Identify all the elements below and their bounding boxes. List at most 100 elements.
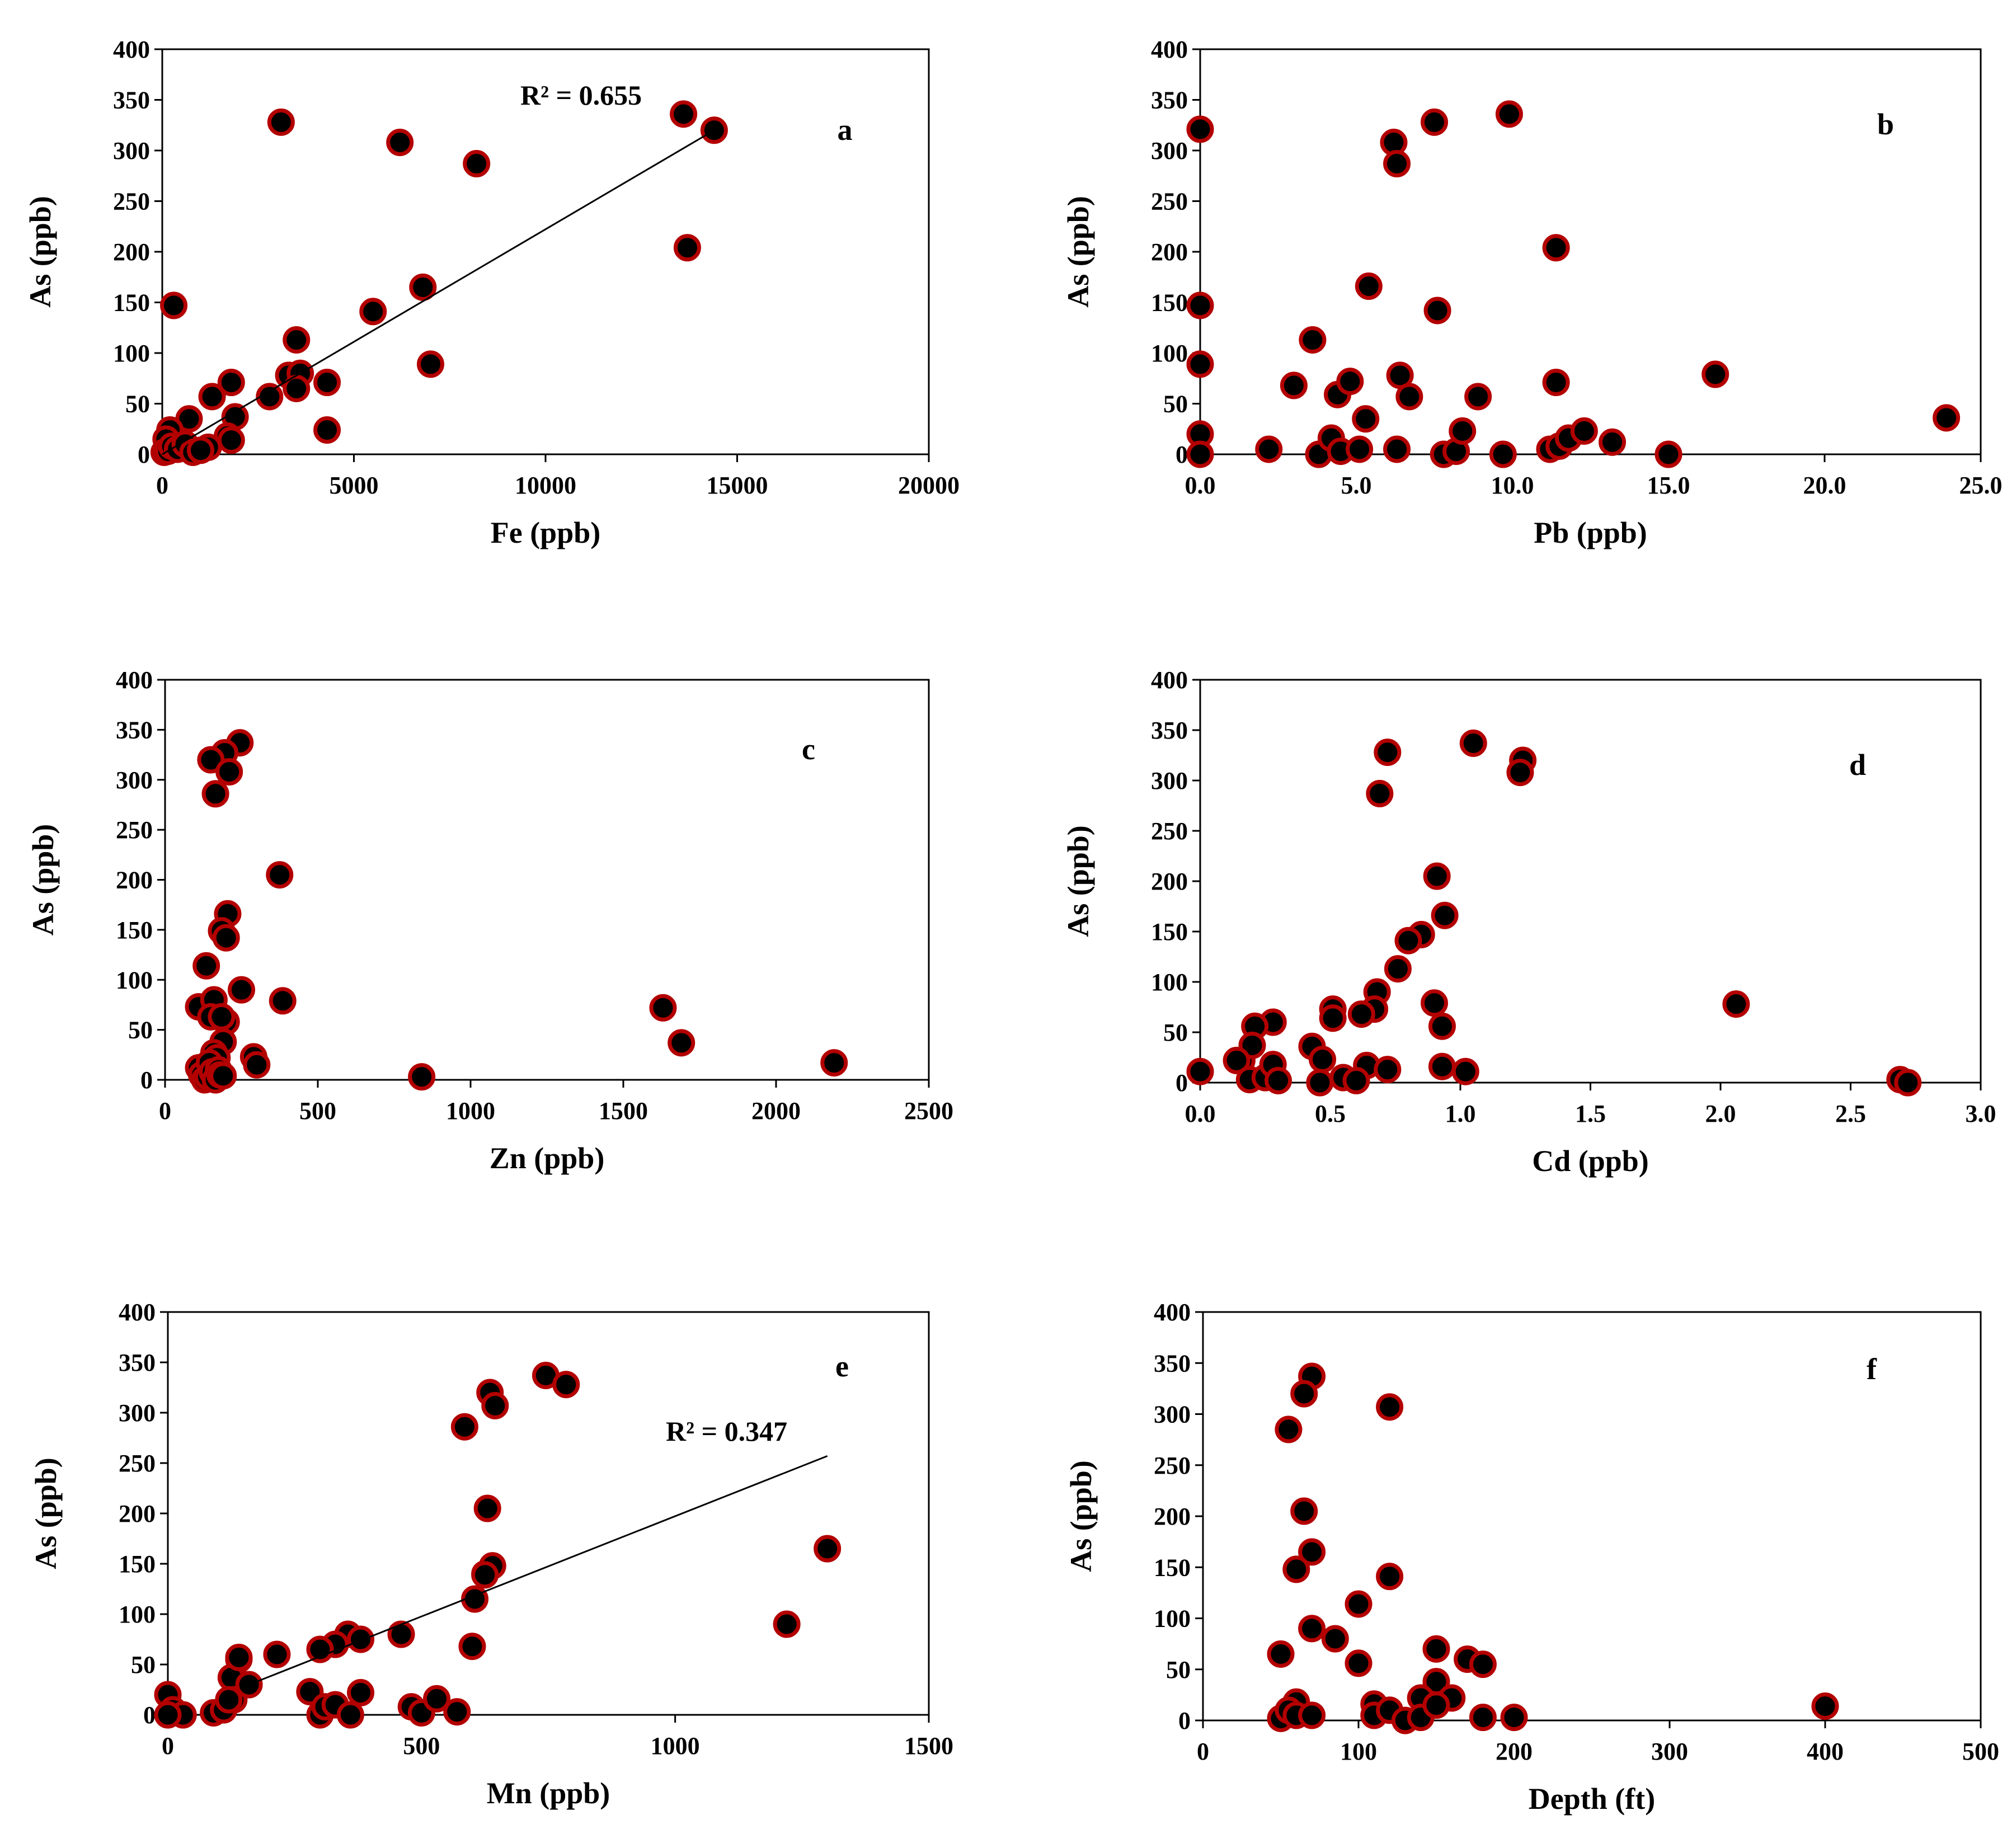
data-point — [1275, 1416, 1303, 1443]
data-point — [1223, 1046, 1251, 1074]
data-point — [1186, 350, 1214, 378]
data-point — [215, 758, 243, 786]
data-point — [1280, 372, 1308, 399]
data-point — [160, 291, 188, 319]
data-point — [1394, 927, 1422, 954]
panel-label: e — [835, 1349, 849, 1383]
y-tick-label: 50 — [1163, 391, 1188, 418]
data-point — [1352, 405, 1380, 433]
data-point — [387, 1620, 415, 1648]
data-point — [1345, 1590, 1373, 1618]
x-axis-title: Pb (ppb) — [1534, 516, 1647, 549]
data-point — [386, 129, 414, 157]
x-tick-label: 0.0 — [1185, 1100, 1216, 1127]
data-point — [673, 234, 701, 262]
data-point — [1469, 1704, 1497, 1732]
y-tick-label: 350 — [1154, 1349, 1191, 1377]
data-point — [359, 298, 387, 326]
panel-label: f — [1867, 1352, 1877, 1386]
y-tick-label: 100 — [113, 340, 150, 367]
panel-label: b — [1877, 107, 1894, 141]
x-tick-label: 20000 — [898, 472, 960, 499]
data-point — [1422, 1635, 1450, 1663]
x-tick-label: 500 — [1962, 1738, 1999, 1765]
x-tick-label: 0 — [156, 472, 168, 499]
x-tick-label: 2.5 — [1835, 1100, 1866, 1127]
y-tick-label: 300 — [119, 1399, 156, 1427]
r-squared-label: R² = 0.347 — [666, 1416, 787, 1447]
data-point — [1366, 779, 1394, 807]
y-tick-label: 100 — [1154, 1605, 1191, 1633]
data-point — [1290, 1497, 1318, 1525]
y-tick-label: 300 — [1151, 137, 1188, 164]
data-point — [1186, 1057, 1214, 1085]
data-point — [201, 780, 229, 808]
data-point — [463, 150, 491, 178]
y-tick-label: 400 — [1154, 1299, 1191, 1326]
data-point — [212, 924, 240, 952]
y-tick-label: 100 — [119, 1601, 156, 1628]
data-point — [1464, 383, 1492, 411]
data-point — [347, 1678, 375, 1706]
data-point — [187, 436, 214, 464]
y-axis-title: As (ppb) — [26, 824, 60, 936]
y-tick-label: 100 — [1151, 968, 1188, 996]
data-point — [1722, 990, 1750, 1018]
data-point — [1319, 1004, 1347, 1032]
data-point — [283, 326, 311, 354]
data-point — [1421, 989, 1448, 1017]
y-tick-label: 300 — [1151, 767, 1188, 794]
data-point — [336, 1701, 364, 1729]
y-tick-label: 0 — [1178, 1707, 1191, 1734]
data-point — [1265, 1066, 1292, 1094]
data-point — [1376, 1393, 1404, 1421]
x-tick-label: 500 — [299, 1097, 336, 1125]
x-axis-title: Fe (ppb) — [491, 516, 601, 549]
data-point — [256, 383, 284, 411]
data-point — [820, 1049, 848, 1077]
panel-a: 0 50 100 150 200 250 300 350 400 0 5000 10000 15000 2… — [23, 36, 960, 549]
data-point — [814, 1535, 842, 1563]
y-tick-label: 150 — [116, 916, 153, 944]
x-tick-label: 25.0 — [1959, 472, 2003, 499]
y-tick-label: 250 — [1151, 817, 1188, 845]
y-axis-title: As (ppb) — [1064, 1460, 1098, 1572]
data-point — [1282, 1555, 1310, 1583]
x-tick-label: 400 — [1807, 1738, 1844, 1765]
data-point — [1321, 1625, 1349, 1653]
data-point — [1186, 440, 1214, 468]
data-point — [313, 368, 341, 396]
x-tick-label: 10.0 — [1491, 472, 1534, 499]
data-point — [1459, 729, 1487, 757]
data-point — [1421, 108, 1448, 136]
data-point — [267, 108, 295, 136]
y-tick-label: 350 — [1151, 87, 1188, 114]
x-tick-label: 1500 — [904, 1732, 953, 1760]
x-tick-label: 2500 — [904, 1097, 953, 1125]
x-tick-label: 15.0 — [1647, 472, 1690, 499]
y-tick-label: 250 — [1151, 188, 1188, 215]
data-point — [1336, 368, 1364, 396]
data-point — [1702, 360, 1729, 388]
x-tick-label: 300 — [1651, 1738, 1688, 1765]
y-tick-label: 400 — [1151, 666, 1188, 694]
data-point — [1469, 1650, 1497, 1678]
data-point — [1374, 1056, 1402, 1084]
x-tick-label: 0 — [162, 1732, 174, 1760]
y-tick-label: 250 — [116, 816, 153, 844]
data-point — [1449, 417, 1477, 445]
y-tick-label: 350 — [116, 716, 153, 744]
data-point — [198, 383, 226, 411]
data-point — [670, 100, 698, 128]
data-point — [1495, 100, 1523, 128]
y-axis-title: As (ppb) — [29, 1457, 63, 1569]
y-tick-label: 350 — [119, 1349, 156, 1376]
data-point — [1811, 1692, 1839, 1720]
y-tick-label: 100 — [1151, 340, 1188, 367]
x-tick-label: 500 — [403, 1732, 440, 1760]
x-tick-label: 10000 — [515, 472, 576, 499]
y-tick-label: 200 — [113, 238, 150, 266]
data-point — [313, 416, 341, 444]
x-tick-label: 5000 — [330, 472, 379, 499]
y-tick-label: 0 — [140, 1066, 153, 1094]
